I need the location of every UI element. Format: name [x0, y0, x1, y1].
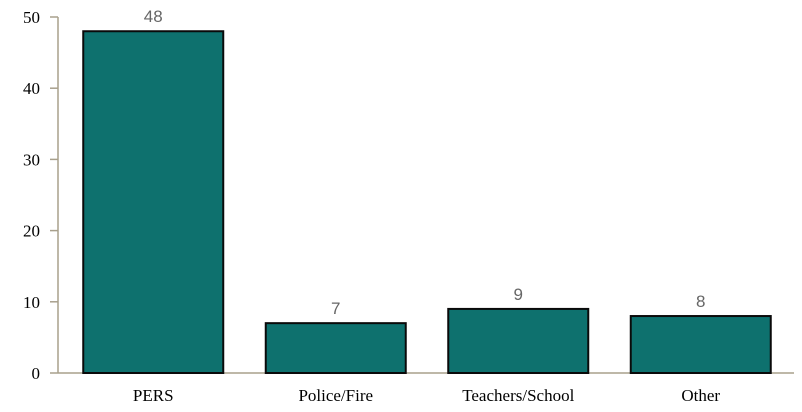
category-label: Other — [681, 386, 720, 405]
bar-pers — [82, 30, 225, 375]
category-label: Police/Fire — [298, 386, 373, 405]
bar-police-fire — [264, 322, 407, 375]
y-tick-label: 20 — [23, 222, 40, 241]
value-label: 9 — [514, 285, 523, 304]
bars — [82, 30, 772, 375]
category-label: PERS — [133, 386, 174, 405]
bar-teachers-school — [447, 307, 590, 375]
y-tick-label: 30 — [23, 150, 40, 169]
y-tick-label: 10 — [23, 293, 40, 312]
y-tick-label: 50 — [23, 8, 40, 27]
value-label: 8 — [696, 292, 705, 311]
category-label: Teachers/School — [462, 386, 574, 405]
value-label: 7 — [331, 299, 340, 318]
y-tick-label: 0 — [32, 364, 41, 383]
y-tick-label: 40 — [23, 79, 40, 98]
category-labels: PERS Police/Fire Teachers/School Other — [133, 386, 721, 405]
value-labels: 48 7 9 8 — [144, 7, 706, 318]
y-axis: 0 10 20 30 40 50 — [23, 8, 59, 383]
bar-other — [629, 315, 772, 375]
value-label: 48 — [144, 7, 163, 26]
